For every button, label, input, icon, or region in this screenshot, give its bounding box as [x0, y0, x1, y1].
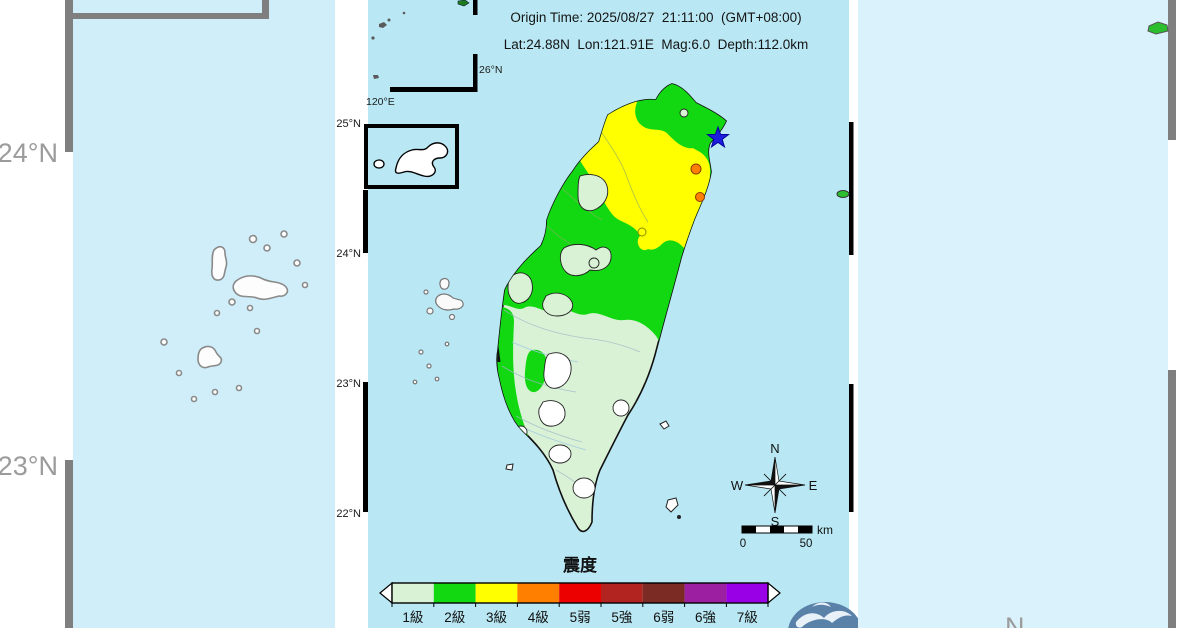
legend-swatch — [559, 583, 601, 603]
legend-labels: 1級 2級 3級 4級 5弱 5強 6弱 6強 7級 — [402, 610, 758, 625]
left-panel-frame-segment — [65, 0, 73, 152]
intensity-1-patches — [507, 108, 689, 317]
legend-swatch — [684, 583, 727, 603]
right-panel-frame-segment — [1168, 370, 1176, 628]
scale-bar: 0 50 km — [740, 523, 833, 550]
inset-map-kinmen — [364, 124, 459, 189]
legend-label: 2級 — [444, 610, 466, 625]
logo-swirl-top — [812, 602, 831, 607]
legend-label: 6弱 — [653, 610, 674, 625]
left-inset-frame-right — [262, 0, 269, 14]
guishan-island — [836, 190, 850, 198]
kinmen-island — [394, 142, 449, 178]
offshore-islets — [412, 190, 850, 519]
right-partial-lat-label: N — [1005, 612, 1025, 628]
legend-label: 5弱 — [570, 610, 591, 625]
left-lat-label-24n: 24°N — [0, 138, 58, 168]
compass-rose: N S W E — [731, 441, 818, 529]
inset-lat-label: 26°N — [479, 64, 502, 76]
legend-ticks — [391, 603, 769, 607]
compass-n-label: N — [770, 441, 779, 456]
lieyu-island — [373, 159, 385, 169]
frame-tick — [849, 122, 854, 255]
station-dot-4 — [695, 192, 705, 202]
right-panel-frame-segment — [1168, 0, 1176, 140]
inset-frame — [390, 87, 477, 92]
logo-swirl — [795, 610, 852, 628]
scale-end-label: 50 — [800, 538, 813, 550]
lat-label-25n: 25°N — [336, 118, 361, 130]
legend-swatch — [726, 583, 769, 603]
scale-unit-label: km — [817, 523, 833, 537]
compass-w-label: W — [731, 478, 744, 493]
left-panel-sea — [73, 0, 335, 628]
inset-map-matsu: 26°N 120°E — [366, 0, 502, 108]
legend-label: 1級 — [402, 610, 424, 625]
intensity-stations — [637, 163, 705, 237]
legend-label: 4級 — [528, 610, 550, 625]
left-lat-label-23n: 23°N — [0, 451, 58, 481]
intensity-legend: 震度 1級 2級 3級 4級 — [379, 555, 781, 625]
frame-tick — [363, 190, 368, 253]
compass-e-label: E — [809, 478, 818, 493]
scale-start-label: 0 — [740, 538, 746, 550]
right-map-panel: N — [858, 0, 1176, 628]
station-dot-3 — [637, 227, 647, 237]
intensity-2-coastal-strip — [497, 306, 536, 464]
intensity-2-blob-sw — [524, 349, 548, 393]
legend-swatch — [392, 583, 434, 603]
southeast-islets — [505, 420, 681, 519]
legend-label: 3級 — [486, 610, 508, 625]
legend-swatches — [392, 583, 769, 603]
legend-swatch — [475, 583, 518, 603]
legend-swatch — [601, 583, 643, 603]
inset-lon-label: 120°E — [366, 96, 395, 108]
cwa-logo — [788, 602, 862, 628]
legend-swatch — [642, 583, 685, 603]
guishan-island-right — [1147, 21, 1169, 35]
right-panel-sea — [858, 0, 1168, 628]
intensity-2-north-cap — [644, 91, 702, 149]
lat-label-22n: 22°N — [336, 508, 361, 520]
penghu-islands-main — [412, 277, 464, 385]
intensity-3-lobe — [637, 234, 653, 251]
legend-label: 5強 — [611, 610, 633, 625]
station-dot-4 — [690, 163, 702, 175]
lat-label-24n: 24°N — [336, 248, 361, 260]
legend-title: 震度 — [562, 555, 598, 575]
frame-tick — [849, 384, 854, 512]
left-map-panel: 24°N 23°N — [0, 0, 335, 628]
legend-bar-outline — [391, 582, 769, 604]
left-panel-frame-segment — [65, 460, 73, 628]
lat-label-23n: 23°N — [336, 378, 361, 390]
legend-swatch — [517, 583, 560, 603]
inset-frame — [473, 54, 478, 92]
origin-time-text: Origin Time: 2025/08/27 21:11:00 (GMT+08… — [510, 10, 801, 25]
penghu-islands-left — [160, 230, 309, 403]
epicenter-star-icon — [706, 125, 730, 149]
main-map-panel: Origin Time: 2025/08/27 21:11:00 (GMT+08… — [336, 0, 862, 628]
no-data-blobs — [514, 352, 630, 499]
matsu-islets — [371, 0, 470, 79]
legend-label: 7級 — [737, 610, 759, 625]
hypocenter-text: Lat:24.88N Lon:121.91E Mag:6.0 Depth:112… — [504, 37, 808, 52]
legend-label: 6強 — [695, 610, 717, 625]
compass-s-label: S — [771, 514, 780, 529]
inset-frame — [473, 0, 478, 15]
legend-swatch — [433, 583, 476, 603]
left-inset-frame-bottom — [68, 13, 269, 19]
frame-tick — [363, 382, 368, 512]
